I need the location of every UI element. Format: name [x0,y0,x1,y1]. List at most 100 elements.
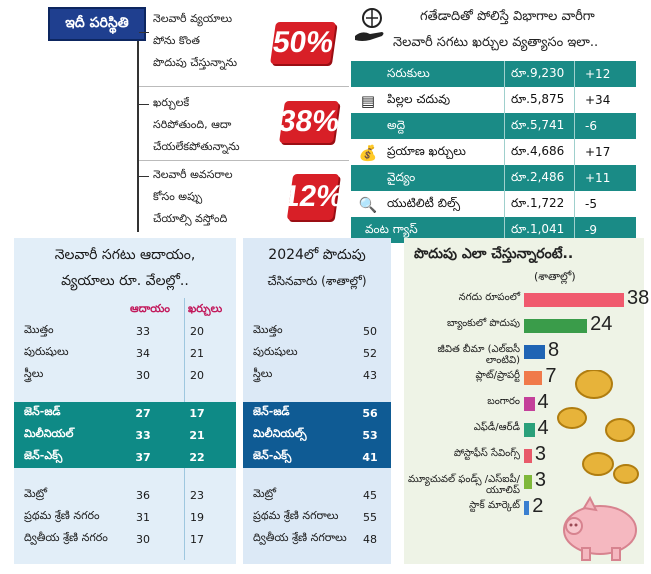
bar-category-label: జీవిత బీమా (ఎల్‌ఐసీ లాంటివి) [437,344,520,366]
savers-row-value: 45 [363,488,377,502]
income-row: ద్వితీయ శ్రేణి నగరం 30 17 [14,528,236,550]
situation-item-1: నెలవారీ వ్యయాలు పోను కొంత పొదుపు చేస్తున… [139,8,339,78]
income-row-expense: 17 [190,532,204,546]
income-row-name: ద్వితీయ శ్రేణి నగరం [24,531,108,544]
savers-row-value: 55 [363,510,377,524]
situation-item-3-line-1: నెలవారీ అవసరాల [153,168,233,181]
income-row-expense: 23 [190,488,204,502]
savers-row-value: 48 [363,532,377,546]
situation-tag: ఇదీ పరిస్థితి [48,7,146,41]
savers-row-name: ప్రథమ శ్రేణి నగరాలు [253,509,339,522]
situation-item-1-line-3: పొదుపు చేస్తున్నాను [153,56,238,69]
bar [524,293,624,307]
expense-row: వైద్యం రూ.2,486 +11 [351,165,636,191]
bar-value-label: 8 [548,339,560,361]
savers-row-value: 56 [362,406,378,420]
savers-row-name: మెట్రో [253,487,277,500]
bar-value-label: 3 [534,443,547,465]
income-row: ప్రథమ శ్రేణి నగరం 31 19 [14,506,236,528]
income-row-name: జెన్‌-జడ్‌ [24,405,61,418]
bar-category-label: పోస్టాఫీస్‌ సేవింగ్స్‌ [453,448,520,459]
income-row-expense: 17 [189,406,205,420]
income-row-name: మెట్రో [24,487,48,500]
savers-row: పురుషులు 52 [243,342,391,364]
globe-hand-icon [352,6,388,46]
percent-badge-50: 50% [270,22,336,64]
situation-item-1-line-1: నెలవారీ వ్యయాలు [153,12,233,25]
chart-subtitle: (శాతాల్లో) [534,270,576,283]
income-row: పురుషులు 34 21 [14,342,236,364]
books-icon: ▤ [360,91,376,110]
bar [524,345,546,359]
savers-row-name: స్త్రీలు [253,367,273,380]
income-row-name: పురుషులు [24,345,69,358]
savers-row: స్త్రీలు 43 [243,364,391,386]
divider-1 [139,86,349,87]
bar-value-label: 38 [627,287,650,309]
percent-badge-38: 38% [277,101,341,143]
income-row-name: ప్రథమ శ్రేణి నగరం [24,509,100,522]
piggy-bank-illustration [554,494,644,566]
bar-value-label: 3 [534,469,547,491]
bar [524,397,535,411]
income-row-income: 31 [136,510,150,524]
bar [524,423,535,437]
bar [524,475,532,489]
situation-item-3-line-3: చేయాల్సి వస్తోంది [153,212,228,225]
bar [524,449,532,463]
income-title-line-2: వ్యయాలు రూ. వేలల్లో.. [61,273,189,289]
income-row: జెన్‌-జడ్‌ 27 17 [14,402,236,424]
savers-row-name: మిలీనియల్స్‌ [253,427,307,440]
income-row-name: మొత్తం [24,323,54,336]
savers-panel: 2024లో పొదుపు చేసినవారు (శాతాల్లో) మొత్త… [243,238,391,564]
income-title-line-1: నెలవారీ సగటు ఆదాయం, [54,247,196,263]
bar-value-label: 4 [537,391,549,413]
savers-title-line-2: చేసినవారు (శాతాల్లో) [267,274,367,288]
savers-row-value: 53 [362,428,378,442]
savings-chart-panel: పొదుపు ఎలా చేస్తున్నారంటే.. (శాతాల్లో) న… [404,238,649,566]
savers-row-value: 50 [363,324,377,338]
income-row-income: 33 [136,324,150,338]
savers-row-name: పురుషులు [253,345,298,358]
income-row-name: స్త్రీలు [24,367,44,380]
situation-item-3-line-2: కోసం అప్పు [153,190,203,203]
savers-row: ప్రథమ శ్రేణి నగరాలు 55 [243,506,391,528]
savers-row-name: ద్వితీయ శ్రేణి నగరాలు [253,531,347,544]
situation-item-2-line-1: ఖర్చులకే [153,96,190,109]
divider-2 [139,160,349,161]
savers-row: జెన్‌-జడ్‌ 56 [243,402,391,424]
income-row-expense: 20 [190,324,204,338]
bar-category-label: స్టాక్‌ మార్కెట్‌ [469,500,520,511]
bar-value-label: 2 [532,495,544,517]
bar-category-label: నగదు రూపంలో [458,292,520,303]
savers-row: మిలీనియల్స్‌ 53 [243,424,391,446]
bar [524,501,530,515]
expense-row: 🔍 యుటిలిటీ బిల్స్ రూ.1,722 -5 [351,191,636,217]
col-expense-header: ఖర్చులు [188,302,223,315]
situation-item-2-line-3: చేయలేకపోతున్నాను [153,140,240,153]
income-row-income: 30 [136,532,150,546]
bar [524,371,543,385]
income-row-income: 33 [135,428,151,442]
expense-row: 💰 ప్రయాణ ఖర్చులు రూ.4,686 +17 [351,139,636,165]
bar-category-label: బంగారం [487,396,520,407]
savers-row: జెన్‌-ఎక్స్‌ 41 [243,446,391,468]
bill-search-icon: 🔍 [358,195,378,214]
income-row: మొత్తం 33 20 [14,320,236,342]
savers-row: ద్వితీయ శ్రేణి నగరాలు 48 [243,528,391,550]
income-row: మెట్రో 36 23 [14,484,236,506]
income-row-expense: 22 [189,450,205,464]
bar-category-label: బ్యాంకులో పొదుపు [447,318,520,329]
bar-value-label: 7 [545,365,557,387]
expenses-header-line-2: నెలవారీ సగటు ఖర్చుల వ్యత్యాసం ఇలా.. [393,35,599,50]
savers-row: మొత్తం 50 [243,320,391,342]
income-row: మిలీనియల్‌ 33 21 [14,424,236,446]
expense-row: అద్దె రూ.5,741 -6 [351,113,636,139]
situation-item-1-line-2: పోను కొంత [153,34,200,47]
bar-value-label: 4 [537,417,549,439]
bar [524,319,588,333]
income-row-name: మిలీనియల్‌ [24,427,74,440]
income-row-expense: 21 [189,428,205,442]
savers-title-line-1: 2024లో పొదుపు [268,247,366,263]
income-panel: నెలవారీ సగటు ఆదాయం, వ్యయాలు రూ. వేలల్లో.… [14,238,236,564]
